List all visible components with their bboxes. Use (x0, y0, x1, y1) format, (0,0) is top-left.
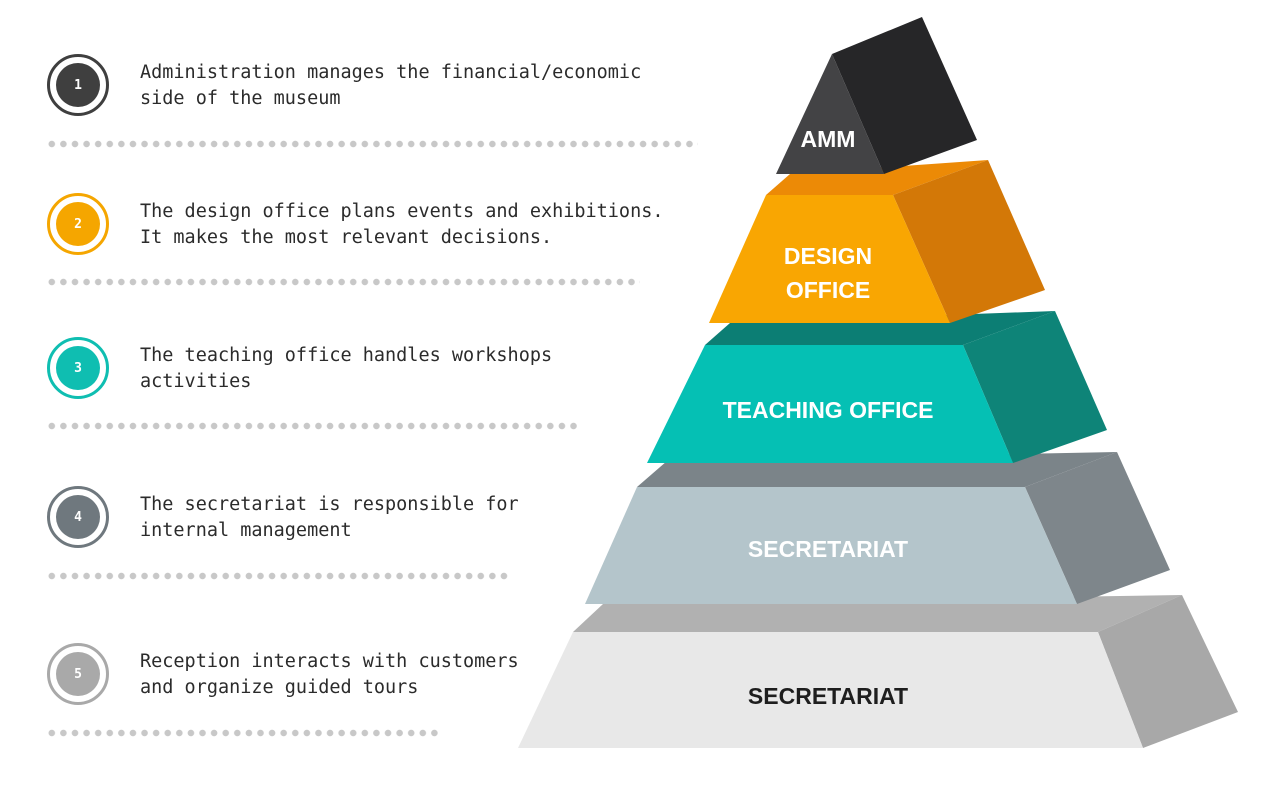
level-1-front-face (776, 54, 884, 174)
badge-number-4: 4 (56, 495, 100, 539)
pyramid-level-5: SECRETARIAT (518, 595, 1238, 748)
level-2-side-face (893, 160, 1045, 323)
level-description-5: Reception interacts with customers and o… (140, 651, 519, 698)
level-description-2: The design office plans events and exhib… (140, 201, 664, 248)
level-4-side-face (1025, 452, 1170, 604)
level-5-label: SECRETARIAT (748, 683, 908, 709)
level-description-4: The secretariat is responsible for inter… (140, 494, 519, 541)
level-2-label: DESIGN OFFICE (784, 243, 872, 303)
number-badge-4: 4 (47, 486, 109, 548)
number-badge-2: 2 (47, 193, 109, 255)
badge-number-3: 3 (56, 346, 100, 390)
dotted-divider-3 (46, 422, 578, 430)
number-badge-1: 1 (47, 54, 109, 116)
level-1-label: AMM (801, 126, 856, 152)
level-2-top-face (766, 160, 988, 195)
level-2-front-face (709, 195, 950, 323)
pyramid-level-4: SECRETARIAT (585, 452, 1170, 604)
badge-number-2: 2 (56, 202, 100, 246)
number-badge-3: 3 (47, 337, 109, 399)
level-3-top-face (705, 311, 1055, 345)
level-description-3: The teaching office handles workshops ac… (140, 345, 553, 392)
level-4-front-face (585, 487, 1077, 604)
badge-number-1: 1 (56, 63, 100, 107)
level-1-side-face (832, 17, 977, 174)
dotted-divider-1 (46, 140, 698, 148)
level-5-side-face (1098, 595, 1238, 748)
pyramid-level-2: DESIGN OFFICE (709, 160, 1045, 323)
level-3-front-face (647, 345, 1013, 463)
pyramid-level-1: AMM (776, 17, 977, 174)
number-badge-5: 5 (47, 643, 109, 705)
level-description-1: Administration manages the financial/eco… (140, 62, 642, 109)
level-5-front-face (518, 632, 1143, 748)
dotted-divider-4 (46, 572, 512, 580)
level-5-top-face (573, 595, 1182, 632)
dotted-divider-5 (46, 729, 442, 737)
level-3-side-face (963, 311, 1107, 463)
level-3-label: TEACHING OFFICE (723, 397, 934, 423)
pyramid-level-3: TEACHING OFFICE (647, 311, 1107, 463)
badge-number-5: 5 (56, 652, 100, 696)
level-4-label: SECRETARIAT (748, 536, 908, 562)
dotted-divider-2 (46, 278, 640, 286)
